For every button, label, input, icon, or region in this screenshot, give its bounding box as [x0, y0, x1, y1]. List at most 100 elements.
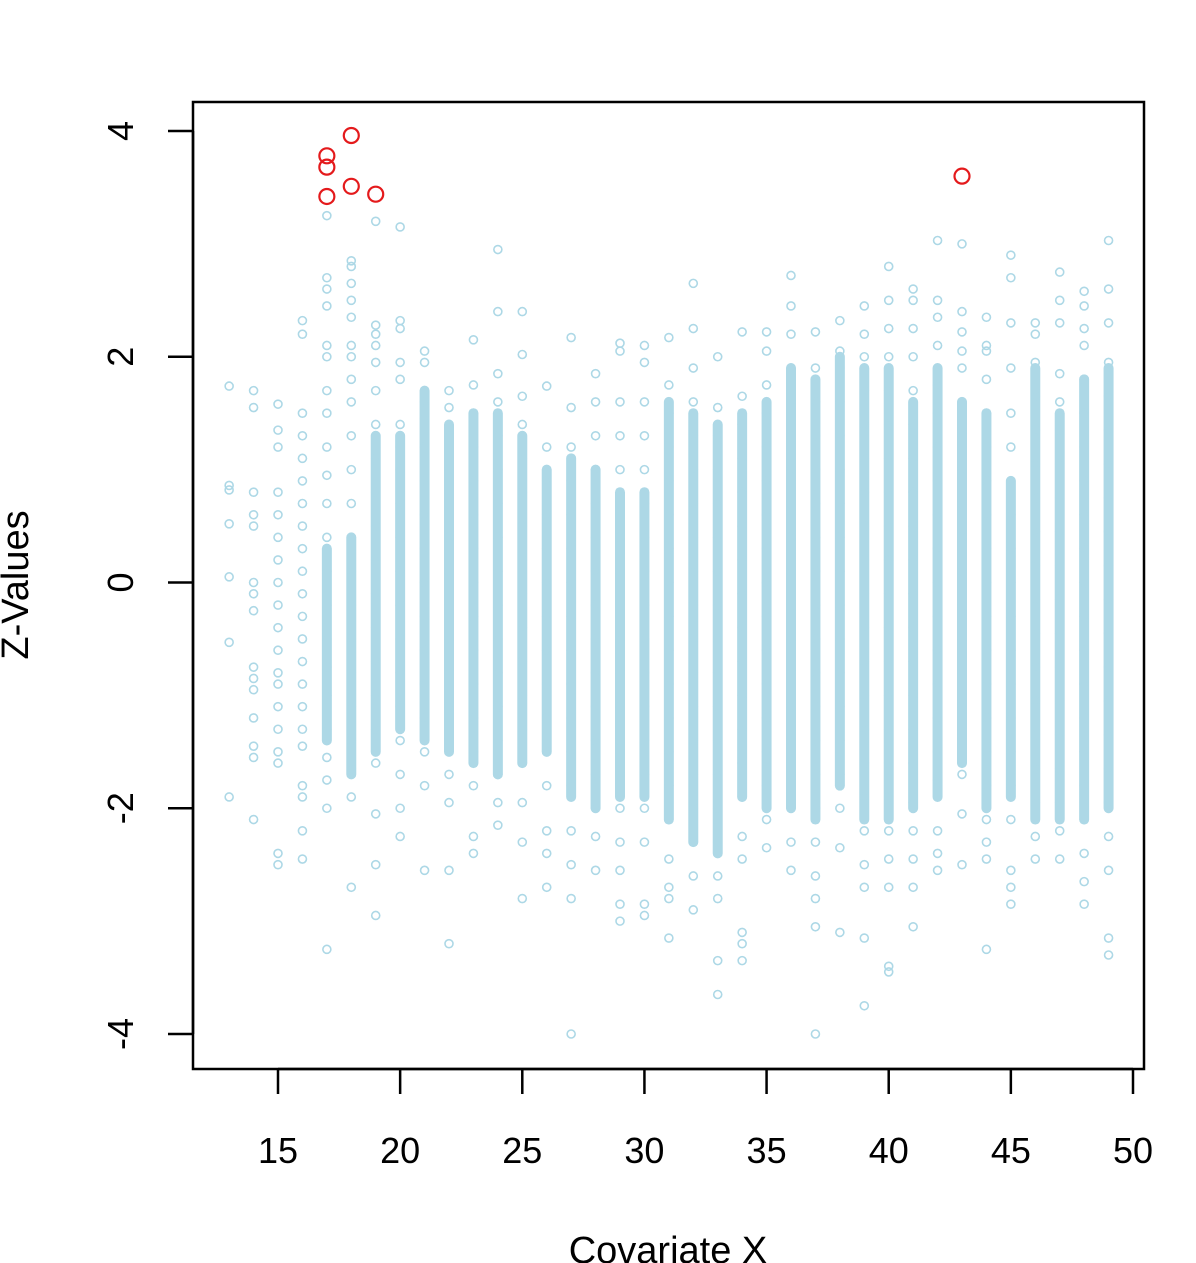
data-point	[615, 735, 625, 746]
data-point	[346, 532, 357, 543]
data-point	[322, 470, 332, 481]
data-point	[615, 899, 625, 909]
data-point	[297, 498, 308, 509]
data-point	[859, 859, 870, 870]
data-point	[1030, 357, 1041, 368]
data-point	[859, 419, 870, 430]
dense-point-band	[1030, 363, 1041, 825]
data-point	[688, 667, 699, 678]
data-point	[248, 752, 259, 763]
data-point	[1006, 780, 1016, 791]
data-point	[1079, 442, 1089, 452]
data-point	[737, 938, 747, 949]
data-point	[419, 414, 430, 424]
data-point	[835, 634, 845, 644]
data-point	[297, 741, 308, 751]
data-point	[883, 453, 894, 464]
data-point	[810, 464, 821, 475]
dense-point-band	[834, 351, 845, 791]
data-point	[932, 713, 943, 723]
data-point	[224, 572, 234, 582]
highlighted-point	[342, 126, 360, 145]
data-point	[468, 848, 479, 859]
data-point	[419, 397, 430, 407]
data-point	[322, 272, 332, 283]
data-point	[493, 735, 503, 746]
data-point	[639, 769, 650, 780]
data-point	[932, 577, 943, 588]
data-point	[395, 701, 405, 712]
data-point	[1054, 526, 1065, 537]
data-point	[248, 741, 259, 751]
data-point	[981, 476, 992, 486]
data-point	[883, 622, 894, 633]
data-point	[419, 346, 430, 356]
data-point	[835, 464, 845, 475]
data-point	[688, 600, 699, 610]
data-point	[639, 634, 650, 644]
data-point	[1030, 662, 1041, 672]
data-point	[737, 327, 747, 337]
y-tick-label: 4	[100, 121, 141, 141]
data-point	[493, 797, 503, 808]
data-point	[590, 865, 601, 876]
data-point	[444, 464, 454, 475]
data-point	[541, 882, 552, 893]
data-point	[932, 543, 943, 554]
data-point	[541, 611, 552, 622]
data-point	[1006, 899, 1016, 909]
data-point	[761, 780, 772, 791]
data-point	[664, 893, 674, 904]
data-point	[322, 385, 332, 396]
dense-point-band	[321, 543, 332, 746]
data-point	[761, 814, 772, 825]
data-point	[761, 327, 772, 337]
data-point	[615, 865, 625, 876]
data-point	[761, 577, 772, 588]
data-point	[1103, 357, 1114, 368]
data-point	[712, 893, 723, 904]
data-point	[1079, 374, 1089, 385]
data-point	[859, 656, 870, 667]
data-point	[248, 509, 259, 520]
data-point	[566, 747, 576, 757]
data-point	[737, 927, 747, 938]
data-point	[932, 826, 943, 836]
data-point	[248, 814, 259, 825]
data-point	[541, 747, 552, 757]
data-point	[859, 329, 870, 339]
data-point	[590, 430, 601, 441]
data-point	[1103, 730, 1114, 740]
data-point	[1054, 696, 1065, 706]
data-point	[859, 690, 870, 701]
data-point	[835, 842, 845, 853]
data-point	[346, 295, 357, 306]
data-point	[273, 487, 283, 498]
data-point	[297, 701, 308, 712]
data-point	[810, 498, 821, 509]
data-point	[712, 955, 723, 966]
data-point	[224, 519, 234, 529]
data-point	[346, 763, 357, 774]
data-point	[493, 600, 503, 610]
data-point	[444, 667, 454, 678]
data-point	[664, 611, 674, 622]
data-point	[615, 634, 625, 644]
dense-point-band	[908, 396, 919, 814]
data-point	[273, 667, 283, 678]
data-point	[810, 893, 821, 904]
data-point	[1030, 797, 1041, 808]
data-point	[932, 476, 943, 486]
data-point	[639, 430, 650, 441]
data-point	[297, 826, 308, 836]
data-point	[1006, 476, 1016, 486]
data-point	[493, 667, 503, 678]
data-point	[786, 600, 796, 610]
data-point	[615, 916, 625, 926]
data-point	[908, 555, 918, 565]
data-point	[883, 555, 894, 565]
data-point	[688, 803, 699, 814]
data-point	[786, 464, 796, 475]
dense-point-band	[1079, 374, 1090, 825]
data-point	[1079, 340, 1089, 351]
